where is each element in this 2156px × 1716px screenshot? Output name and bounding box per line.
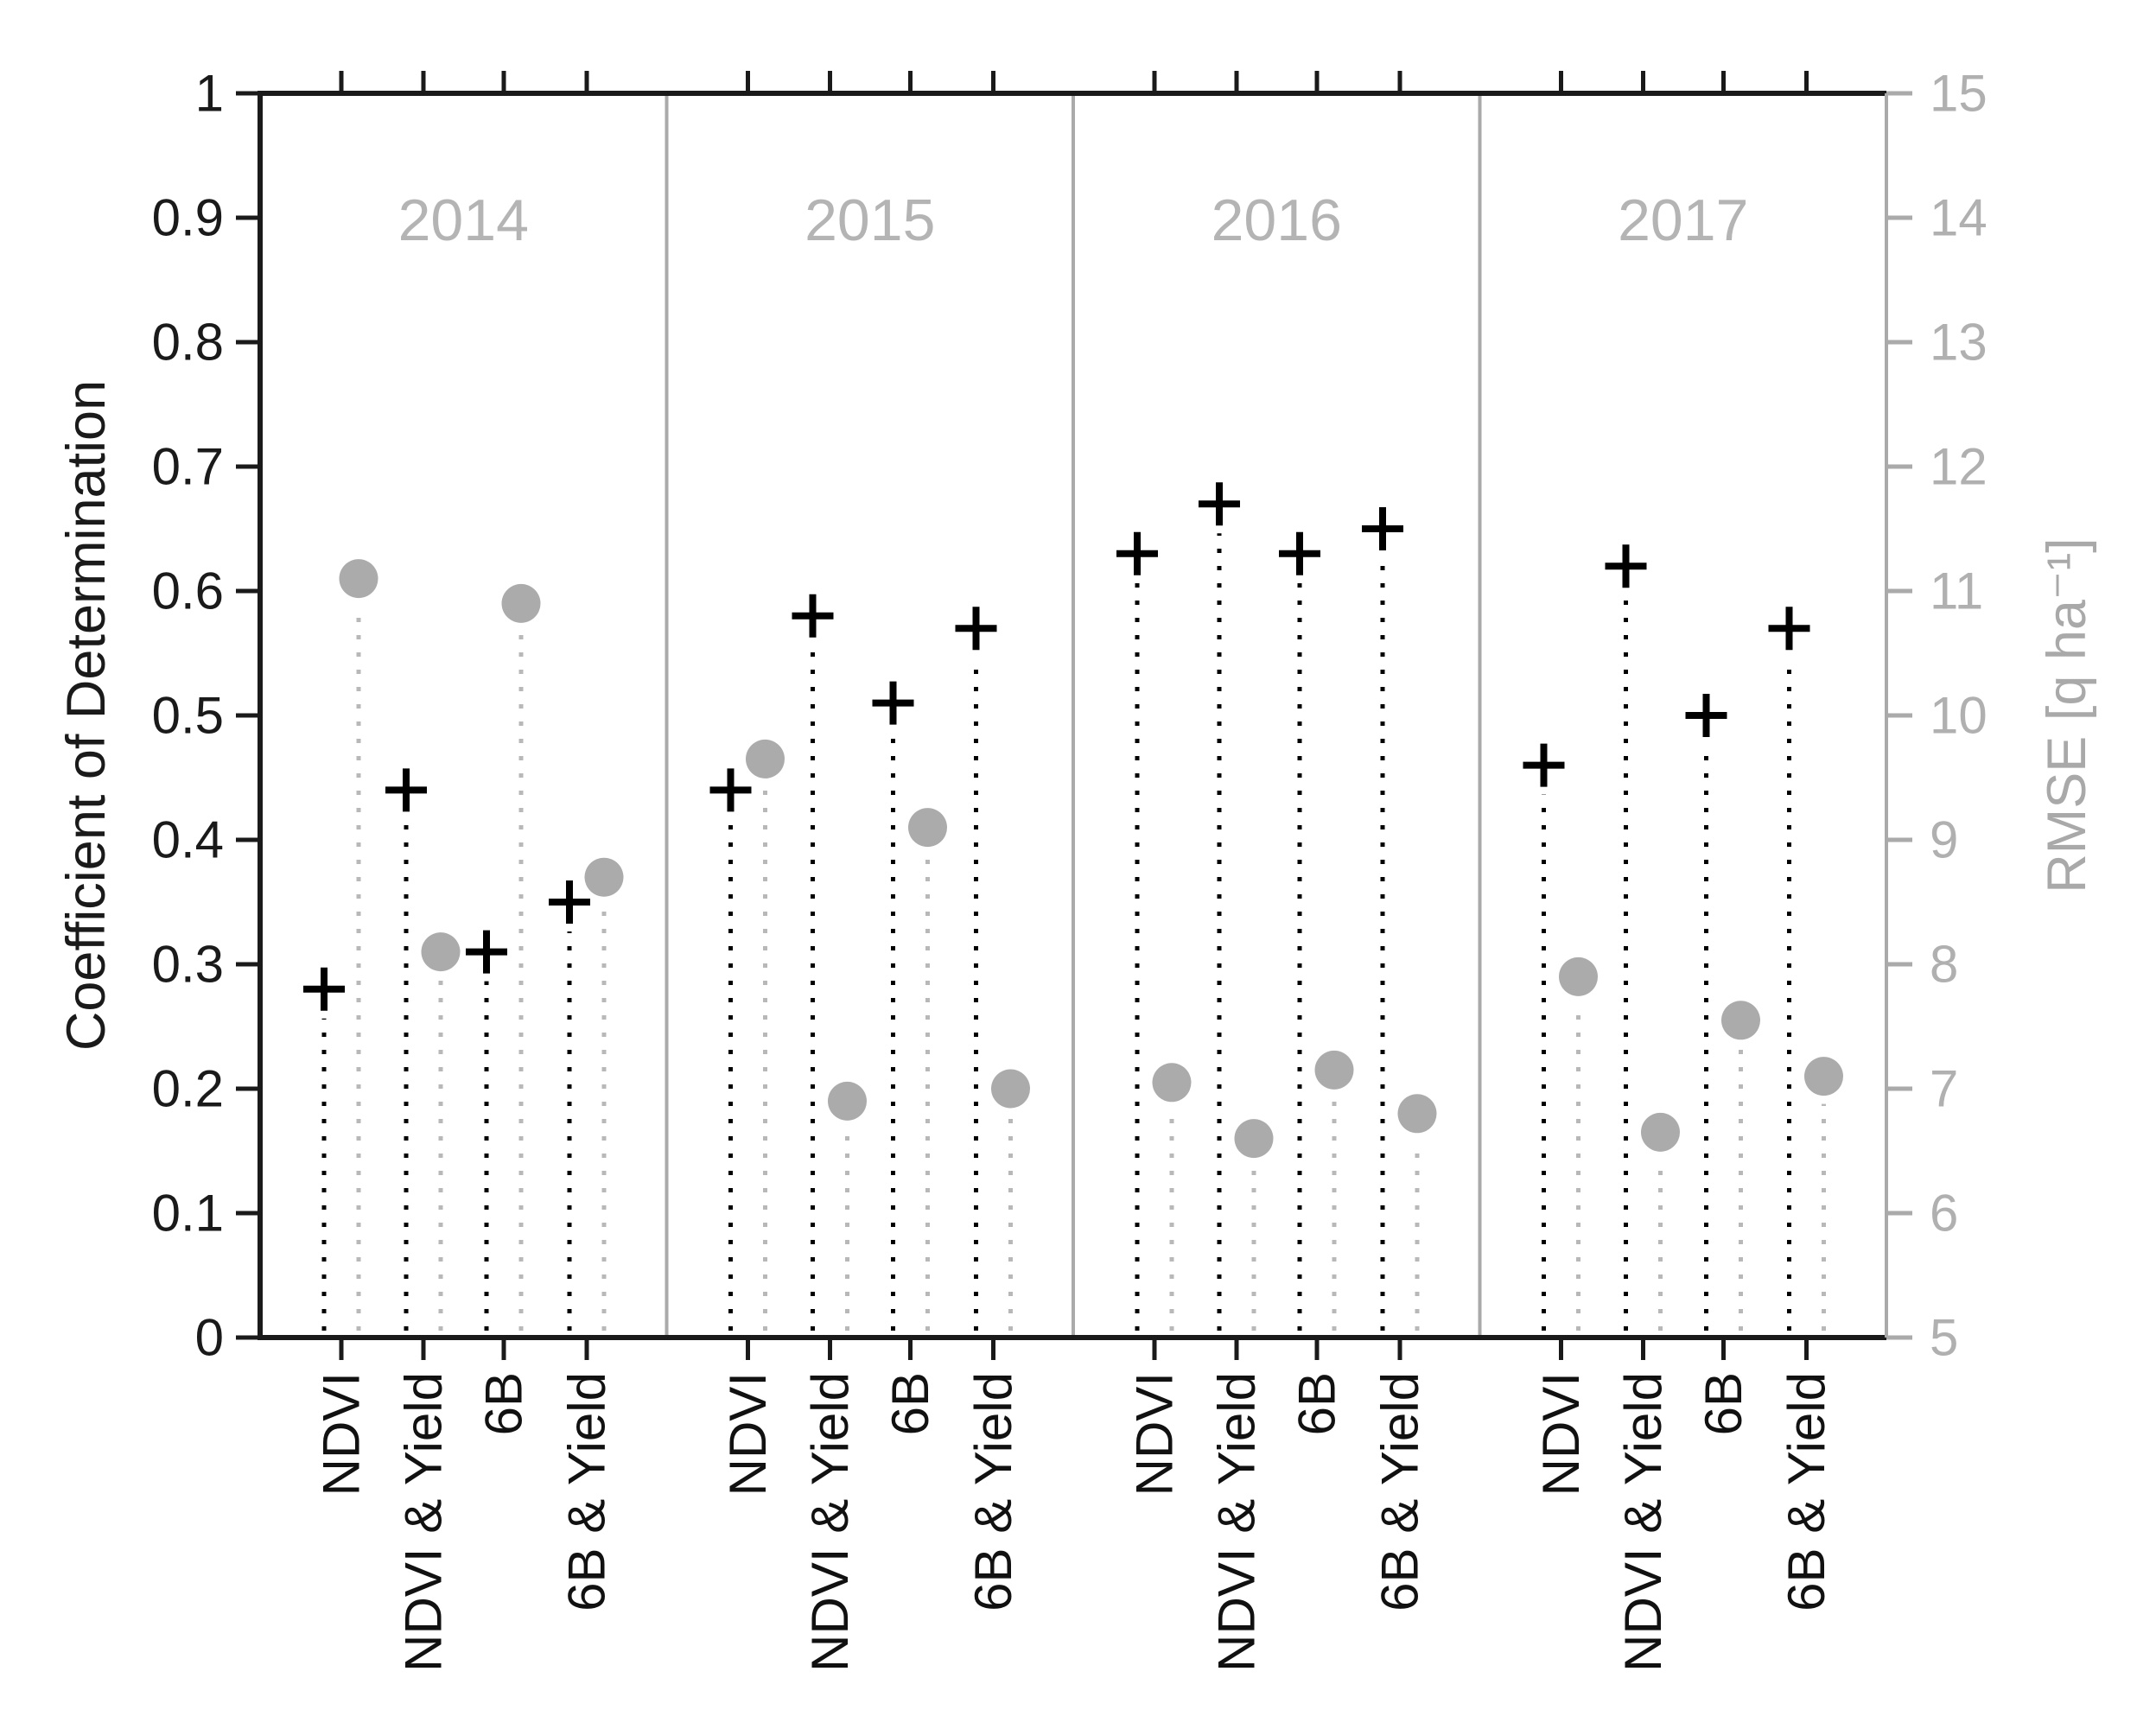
category-tick-label: 6B & Yield — [558, 1372, 616, 1611]
left-axis-title: Coefficient of Determination — [56, 380, 117, 1051]
left-tick-label: 0.4 — [152, 811, 224, 869]
rmse-circle-marker — [828, 1081, 867, 1121]
right-tick-label: 13 — [1930, 314, 1987, 372]
category-tick-label: 6B — [475, 1372, 533, 1435]
category-tick-label: 6B — [881, 1372, 939, 1435]
right-tick-label: 14 — [1930, 189, 1987, 247]
category-tick-label: 6B — [1288, 1372, 1346, 1435]
year-label: 2016 — [1212, 187, 1342, 253]
left-tick-label: 0.8 — [152, 314, 224, 372]
rmse-circle-marker — [1152, 1063, 1192, 1103]
left-tick-label: 0 — [195, 1309, 224, 1367]
left-tick-label: 0.5 — [152, 687, 224, 745]
year-label: 2014 — [398, 187, 529, 253]
right-tick-label: 6 — [1930, 1185, 1958, 1243]
left-tick-label: 0.2 — [152, 1060, 224, 1118]
tick-labels: 1 0.9 0.8 0.7 0.6 0.5 0.4 0.3 0.2 0.1 0 15 14 13 12 11 1… — [152, 65, 1987, 1672]
rmse-circle-marker — [1234, 1119, 1274, 1159]
rmse-circle-marker — [908, 808, 947, 848]
right-tick-label: 12 — [1930, 438, 1987, 496]
axis-ticks — [236, 71, 1912, 1360]
category-tick-label: 6B — [1695, 1372, 1752, 1435]
category-tick-label: NDVI — [1532, 1372, 1590, 1496]
rmse-circle-marker — [1314, 1050, 1354, 1090]
rmse-circle-marker — [339, 559, 378, 599]
left-tick-label: 0.3 — [152, 936, 224, 994]
category-tick-label: 6B & Yield — [1371, 1372, 1429, 1611]
category-tick-label: 6B & Yield — [1778, 1372, 1835, 1611]
rmse-circle-marker — [584, 857, 624, 897]
left-tick-label: 0.6 — [152, 562, 224, 620]
left-tick-label: 0.1 — [152, 1185, 224, 1243]
year-label: 2015 — [805, 187, 935, 253]
right-tick-label: 8 — [1930, 936, 1958, 994]
data-markers — [303, 482, 1843, 1159]
category-tick-label: NDVI & Yield — [1208, 1372, 1266, 1672]
rmse-circle-marker — [421, 932, 461, 972]
rmse-circle-marker — [1804, 1057, 1843, 1096]
right-tick-label: 11 — [1930, 562, 1983, 620]
right-tick-label: 5 — [1930, 1309, 1958, 1367]
right-tick-label: 10 — [1930, 687, 1987, 745]
rmse-circle-marker — [501, 583, 541, 623]
category-tick-label: NDVI & Yield — [801, 1372, 859, 1672]
stems — [321, 533, 1826, 1331]
rmse-circle-marker — [1559, 957, 1598, 996]
category-tick-label: NDVI — [1126, 1372, 1184, 1496]
rmse-circle-marker — [1641, 1112, 1680, 1152]
rmse-circle-marker — [1721, 1001, 1760, 1040]
right-tick-label: 9 — [1930, 811, 1958, 869]
right-axis-title: RMSE [q ha⁻¹] — [2037, 537, 2097, 893]
category-tick-label: 6B & Yield — [964, 1372, 1022, 1611]
year-label: 2017 — [1618, 187, 1748, 253]
rmse-circle-marker — [1397, 1094, 1437, 1134]
left-tick-label: 0.7 — [152, 438, 224, 496]
category-tick-label: NDVI & Yield — [395, 1372, 453, 1672]
rmse-circle-marker — [991, 1069, 1030, 1109]
left-tick-label: 0.9 — [152, 189, 224, 247]
axis-lines — [258, 91, 1888, 1340]
rmse-circle-marker — [746, 739, 785, 779]
category-tick-label: NDVI — [313, 1372, 371, 1496]
category-tick-label: NDVI — [719, 1372, 777, 1496]
panel-dividers — [665, 93, 1482, 1338]
category-tick-label: NDVI & Yield — [1614, 1372, 1672, 1672]
right-tick-label: 15 — [1930, 65, 1987, 123]
right-tick-label: 7 — [1930, 1060, 1958, 1118]
left-tick-label: 1 — [195, 65, 224, 123]
